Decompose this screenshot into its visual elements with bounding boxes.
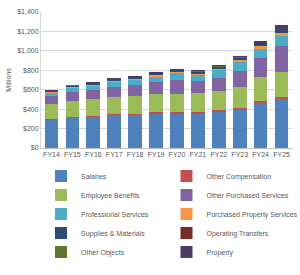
svg-text:Other Objects: Other Objects bbox=[81, 249, 125, 257]
svg-text:$1,200: $1,200 bbox=[17, 28, 39, 35]
svg-text:FY18: FY18 bbox=[127, 151, 144, 158]
svg-text:$0: $0 bbox=[31, 144, 39, 151]
svg-text:FY14: FY14 bbox=[43, 151, 60, 158]
svg-text:Millions: Millions bbox=[5, 68, 12, 92]
svg-text:FY21: FY21 bbox=[190, 151, 207, 158]
svg-text:Purchased Property Services: Purchased Property Services bbox=[207, 211, 298, 219]
svg-text:FY24: FY24 bbox=[252, 151, 269, 158]
svg-text:Operating Transfers: Operating Transfers bbox=[207, 230, 269, 238]
svg-text:Other Compensation: Other Compensation bbox=[207, 173, 272, 181]
svg-text:$800: $800 bbox=[23, 67, 39, 74]
svg-text:FY23: FY23 bbox=[231, 151, 248, 158]
svg-text:Professional Services: Professional Services bbox=[81, 211, 149, 218]
svg-text:FY20: FY20 bbox=[169, 151, 186, 158]
svg-text:FY19: FY19 bbox=[148, 151, 165, 158]
svg-text:FY22: FY22 bbox=[210, 151, 227, 158]
svg-text:$200: $200 bbox=[23, 125, 39, 132]
svg-text:$1,000: $1,000 bbox=[17, 47, 39, 54]
svg-text:$400: $400 bbox=[23, 106, 39, 113]
svg-text:FY15: FY15 bbox=[64, 151, 81, 158]
svg-text:Salaries: Salaries bbox=[81, 173, 107, 180]
svg-text:FY17: FY17 bbox=[106, 151, 123, 158]
svg-text:FY25: FY25 bbox=[273, 151, 290, 158]
svg-text:Other Purchased Services: Other Purchased Services bbox=[207, 192, 289, 199]
svg-text:$1,400: $1,400 bbox=[17, 8, 39, 15]
svg-text:Property: Property bbox=[207, 249, 234, 257]
svg-text:$600: $600 bbox=[23, 86, 39, 93]
svg-text:Employee Benefits: Employee Benefits bbox=[81, 192, 140, 200]
svg-text:Supplies & Materials: Supplies & Materials bbox=[81, 230, 145, 238]
svg-text:FY16: FY16 bbox=[85, 151, 102, 158]
